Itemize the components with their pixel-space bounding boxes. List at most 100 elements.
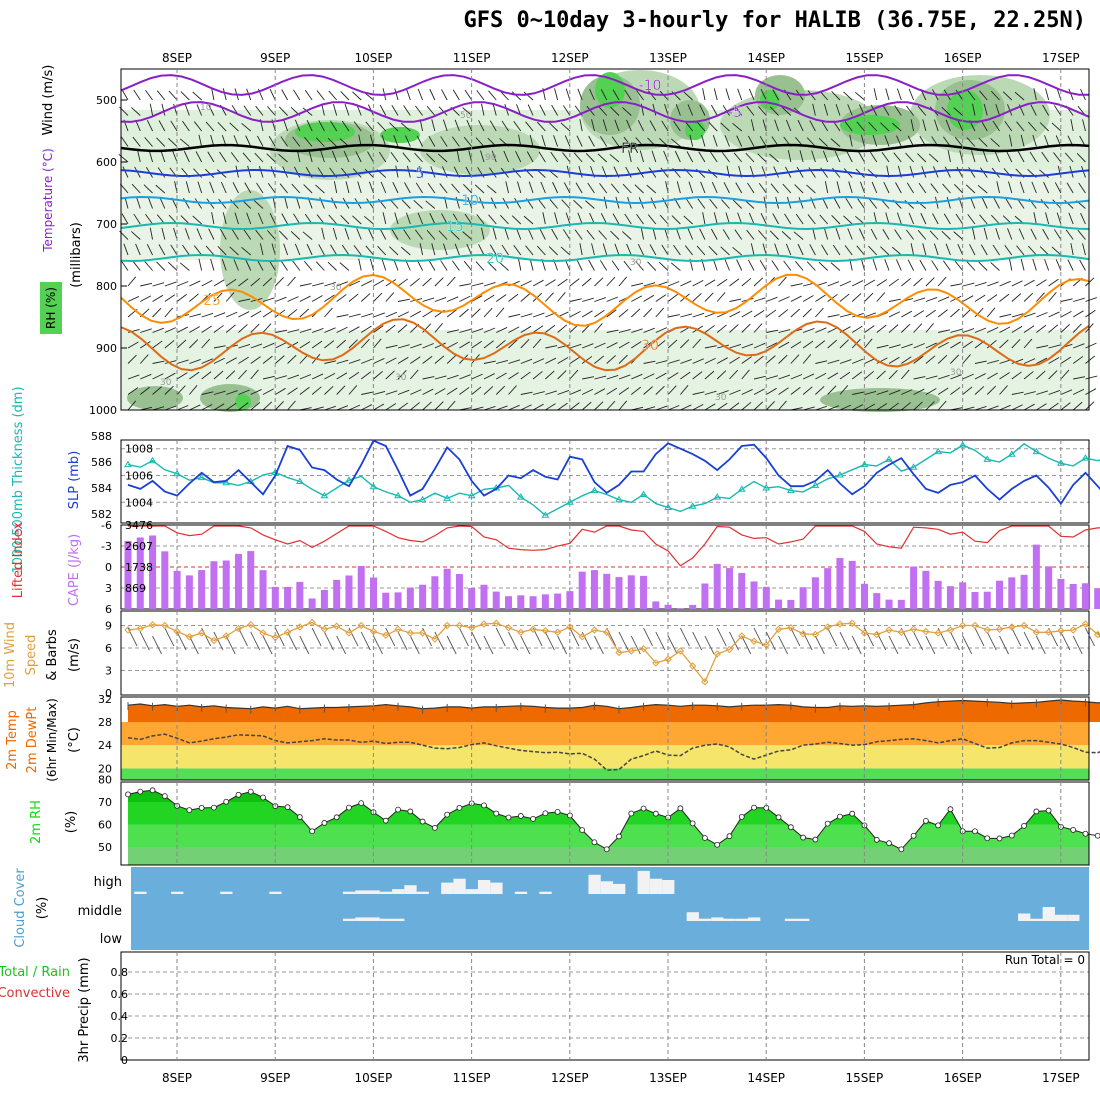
wind-barb <box>306 243 313 256</box>
wind-barb <box>520 313 533 318</box>
wind-barb <box>311 373 324 380</box>
rh-marker <box>456 804 463 811</box>
wind-barb <box>269 213 276 225</box>
wind-barb <box>213 325 224 333</box>
wind-barb <box>925 375 938 380</box>
rh-shade-dark <box>127 386 183 410</box>
wind-barb <box>716 357 728 364</box>
wind-barb <box>332 103 338 116</box>
wind-barb <box>599 183 608 194</box>
cape-bar <box>198 570 206 609</box>
wind10-marker <box>750 637 758 645</box>
wind-barb <box>1027 245 1037 256</box>
wind-barb <box>876 403 888 411</box>
wind-barb <box>452 260 460 271</box>
wind-barb <box>655 372 667 380</box>
wind-barb <box>1070 243 1074 256</box>
wind-barb <box>967 90 976 101</box>
wind-barb <box>585 200 595 209</box>
temp-band-28 <box>121 722 1089 746</box>
wind10-axis-label-unit: (m/s) <box>67 638 82 672</box>
wind-barb <box>618 308 629 318</box>
wind-barb <box>1023 358 1036 364</box>
wind-barb <box>1053 105 1062 116</box>
wind-barb <box>336 281 349 287</box>
rh-marker <box>726 833 733 840</box>
wind-barb <box>599 136 608 147</box>
wind-barb <box>766 296 778 302</box>
wind-barb <box>389 199 399 209</box>
wind-barb <box>373 403 385 411</box>
wind-barb <box>968 167 976 178</box>
wind-barb <box>576 135 583 147</box>
wind-barb <box>311 386 322 395</box>
wind-barb <box>545 345 558 349</box>
wind-barb <box>267 106 276 116</box>
cloud-middle-bar <box>342 918 356 921</box>
wind-barb <box>256 182 264 194</box>
wind-barb <box>802 308 812 318</box>
wind-barb <box>1060 389 1073 395</box>
wind-barb <box>179 138 190 147</box>
wind-barb <box>268 135 276 147</box>
wind-barb <box>545 370 555 380</box>
wind-barb <box>195 151 203 163</box>
wind-barb <box>156 137 166 147</box>
wind-barb <box>537 198 546 209</box>
wind-barb <box>287 329 300 333</box>
wind-barb <box>913 343 925 349</box>
wind10-barb <box>152 635 162 655</box>
wind-barb <box>943 260 951 271</box>
wind-barb <box>954 184 964 194</box>
temperature-contour-line <box>120 143 1090 153</box>
wind-barb <box>471 373 483 380</box>
wind-barb <box>161 103 166 116</box>
wind10-barb <box>557 635 568 655</box>
wind10-marker <box>688 662 697 670</box>
wind-barb <box>1085 388 1097 395</box>
precip-tick-label: 0 <box>121 1054 128 1067</box>
wind-barb <box>348 326 360 333</box>
wind-barb <box>562 229 571 240</box>
wind10-barb <box>913 631 924 651</box>
wind-barb <box>720 122 730 132</box>
wind-barb <box>250 323 260 333</box>
rh-marker <box>910 832 917 839</box>
wind-barb <box>137 150 141 163</box>
rh-shade-high <box>235 394 251 410</box>
wind-barb <box>180 215 190 225</box>
rh-contour-label: 30 <box>395 373 407 383</box>
wind-barb <box>622 231 632 240</box>
wind-barb <box>774 119 780 132</box>
wind-barb <box>928 153 939 163</box>
cape-bar <box>566 591 574 609</box>
wind-barb <box>397 356 409 364</box>
wind-barb <box>253 200 264 209</box>
wind-barb <box>431 119 436 132</box>
wind-barb <box>299 295 311 302</box>
wind-barb <box>574 229 583 240</box>
wind-barb <box>1051 246 1062 256</box>
wind-barb <box>1036 292 1045 302</box>
wind-barb <box>710 104 718 116</box>
rh-marker <box>296 814 303 820</box>
wind-barb <box>876 370 886 380</box>
wind-barb <box>1020 258 1025 271</box>
wind-barb <box>545 324 556 333</box>
wind-barb <box>827 281 840 287</box>
wind-barb <box>704 325 715 333</box>
profile-frame <box>120 68 1090 411</box>
wind-barb <box>488 167 497 178</box>
wind-barb <box>753 401 764 411</box>
wind-barb <box>1009 258 1013 271</box>
wind-barb <box>802 327 815 333</box>
wind10-marker <box>701 678 709 686</box>
wind-barb <box>859 228 865 240</box>
wind-barb <box>957 119 964 132</box>
wind-barb <box>324 405 336 411</box>
wind-barb <box>987 327 999 333</box>
wind-barb <box>760 89 767 101</box>
wind-barb <box>802 373 815 380</box>
wind-barb <box>373 370 383 380</box>
wind-barb <box>945 243 951 256</box>
